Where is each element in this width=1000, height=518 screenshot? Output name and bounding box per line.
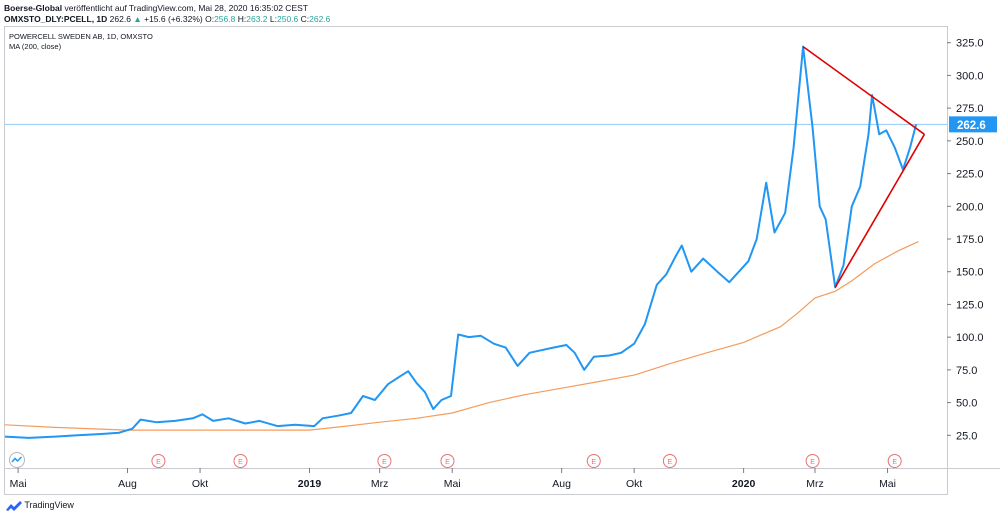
close-label: C: [300, 14, 310, 24]
y-tick-label: 125.0 [956, 299, 984, 311]
x-tick-label: Mai [879, 478, 896, 490]
ohlc-header: OMXSTO_DLY:PCELL, 1D 262.6 ▲ +15.6 (+6.3… [4, 14, 330, 24]
x-tick-label: Aug [552, 478, 571, 490]
last-price-badge [949, 116, 997, 133]
y-tick-label: 300.0 [956, 70, 984, 82]
y-tick-label: 25.0 [956, 430, 977, 442]
x-tick-label: 2020 [732, 478, 756, 490]
legend-title: POWERCELL SWEDEN AB, 1D, OMXSTO [9, 32, 153, 41]
tradingview-logo-icon [6, 500, 22, 511]
y-tick-label: 100.0 [956, 332, 984, 344]
y-tick-label: 150.0 [956, 267, 984, 279]
symbol-label: OMXSTO_DLY:PCELL, 1D [4, 14, 108, 24]
last-value: 262.6 [109, 14, 131, 24]
earnings-marker-icon [377, 454, 392, 468]
y-tick-label: 250.0 [956, 136, 984, 148]
series-group [4, 45, 919, 439]
brand-label: TradingView [24, 500, 74, 510]
trendline [834, 133, 926, 288]
earnings-marker-label: E [892, 459, 897, 466]
tradingview-watermark-icon [9, 452, 25, 468]
y-tick-label: 225.0 [956, 169, 984, 181]
up-arrow-icon: ▲ [133, 14, 142, 24]
trendline-group [802, 45, 926, 288]
publish-info: Boerse-Global veröffentlicht auf Trading… [4, 3, 308, 13]
tradingview-brand[interactable]: TradingView [6, 500, 74, 511]
earnings-marker-icon [805, 454, 820, 468]
high-label: H: [237, 14, 247, 24]
close-value: 262.6 [309, 14, 331, 24]
earnings-marker-label: E [382, 459, 387, 466]
last-price-badge-label: 262.6 [957, 120, 986, 132]
open-label: O: [205, 14, 215, 24]
y-tick-label: 50.0 [956, 398, 977, 410]
x-tick-label: Aug [118, 478, 137, 490]
legend-ma: MA (200, close) [9, 42, 62, 51]
x-tick-label: Mai [444, 478, 461, 490]
y-tick-label: 175.0 [956, 234, 984, 246]
trendline [802, 45, 925, 135]
earnings-marker-icon [440, 454, 455, 468]
x-tick-label: 2019 [298, 478, 322, 490]
x-tick-label: Mai [10, 478, 27, 490]
x-tick-label: Mrz [806, 478, 824, 490]
y-tick-label: 325.0 [956, 38, 984, 50]
price-line [4, 45, 918, 439]
earnings-marker-icon [887, 454, 902, 468]
x-tick-label: Mrz [371, 478, 389, 490]
open-value: 256.8 [214, 14, 236, 24]
earnings-marker-label: E [591, 459, 596, 466]
y-tick-label: 75.0 [956, 365, 977, 377]
earnings-marker-icon [586, 454, 601, 468]
x-tick-label: Okt [192, 478, 208, 490]
earnings-marker-icon [151, 454, 166, 468]
publisher-name: Boerse-Global [4, 3, 63, 13]
earnings-marker-label: E [156, 459, 161, 466]
publish-text: veröffentlicht auf TradingView.com, Mai … [64, 3, 308, 13]
x-axis: Mai Aug Okt 2019 Mrz Mai Aug Okt 2020 Mrz Mai [10, 468, 896, 490]
earnings-marker-label: E [668, 459, 673, 466]
y-tick-label: 275.0 [956, 103, 984, 115]
plot-border [4, 26, 948, 495]
ma-200-line [4, 241, 919, 431]
earnings-marker-label: E [445, 459, 450, 466]
low-value: 250.6 [276, 14, 299, 24]
y-axis: 25.0 50.0 75.0 100.0 125.0 150.0 175.0 200.0 225… [947, 38, 984, 442]
earnings-marker-label: E [238, 459, 243, 466]
earnings-marker-icon [662, 454, 677, 468]
change-value: +15.6 (+6.32%) [144, 14, 203, 24]
last-price-label-group: 262.6 [949, 116, 997, 133]
earnings-marker-icon [233, 454, 248, 468]
y-tick-label: 200.0 [956, 201, 984, 213]
earnings-marker-label: E [810, 459, 815, 466]
x-tick-label: Okt [626, 478, 642, 490]
high-value: 263.2 [246, 14, 268, 24]
low-label: L: [269, 14, 277, 24]
